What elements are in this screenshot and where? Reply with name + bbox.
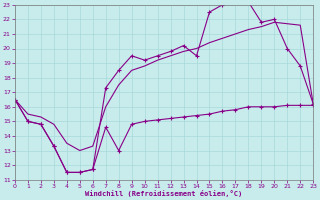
X-axis label: Windchill (Refroidissement éolien,°C): Windchill (Refroidissement éolien,°C) — [85, 190, 243, 197]
